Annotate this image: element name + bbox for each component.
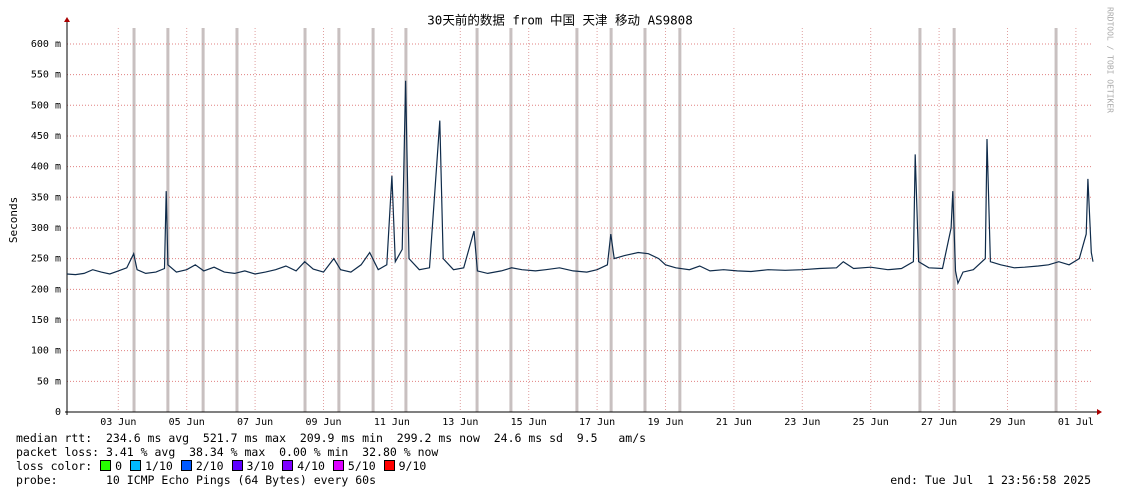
y-tick-label: 500 m (31, 100, 61, 111)
side-label: RRDTOOL / TOBI OETIKER (1106, 7, 1115, 113)
legend-label: 9/10 (398, 459, 427, 473)
x-tick-label: 13 Jun (442, 417, 478, 428)
gray-band (371, 28, 375, 412)
axis-arrow (64, 17, 70, 22)
gray-band (678, 28, 682, 412)
median-line: median rtt: 234.6 ms avg 521.7 ms max 20… (16, 431, 647, 445)
x-tick-label: 09 Jun (305, 417, 341, 428)
x-tick-label: 23 Jun (784, 417, 820, 428)
legend-swatch (100, 460, 112, 471)
y-tick-label: 200 m (31, 284, 61, 295)
gray-band (303, 28, 307, 412)
x-tick-label: 01 Jul (1058, 417, 1094, 428)
y-tick-label: 600 m (31, 39, 61, 50)
gray-band (918, 28, 922, 412)
gray-band (609, 28, 613, 412)
axis-arrow (1097, 409, 1102, 415)
x-tick-label: 05 Jun (169, 417, 205, 428)
y-tick-label: 100 m (31, 346, 61, 357)
legend-label: 1/10 (145, 459, 173, 473)
end-line: end: Tue Jul 1 23:56:58 2025 (890, 473, 1091, 487)
y-tick-label: 50 m (37, 376, 61, 387)
legend-label: 5/10 (347, 459, 376, 473)
gray-band (575, 28, 579, 412)
legend-swatch (130, 460, 142, 471)
legend-label: 3/10 (246, 459, 275, 473)
y-tick-label: 450 m (31, 131, 61, 142)
gray-band (132, 28, 136, 412)
rtt-line (66, 80, 1094, 286)
y-tick-label: 250 m (31, 254, 61, 265)
probe-line: probe: 10 ICMP Echo Pings (64 Bytes) eve… (16, 473, 377, 487)
chart-title: 30天前的数据 from 中国 天津 移动 AS9808 (427, 13, 692, 28)
x-tick-label: 21 Jun (716, 417, 752, 428)
x-tick-label: 11 Jun (374, 417, 410, 428)
x-tick-label: 27 Jun (921, 417, 957, 428)
y-tick-label: 550 m (31, 70, 61, 81)
legend-label: 4/10 (297, 459, 325, 473)
x-tick-label: 15 Jun (511, 417, 547, 428)
legend-label: 2/10 (195, 459, 224, 473)
legend-swatch (383, 460, 395, 471)
gray-band (337, 28, 341, 412)
y-tick-label: 300 m (31, 223, 61, 234)
gray-band (201, 28, 205, 412)
y-tick-label: 150 m (31, 315, 61, 326)
y-axis-label: Seconds (7, 197, 20, 243)
legend-label: 0 (115, 459, 123, 473)
gray-band (509, 28, 513, 412)
legend-swatch (231, 460, 243, 471)
gray-band (166, 28, 170, 412)
x-tick-label: 19 Jun (647, 417, 683, 428)
gray-band (1054, 28, 1058, 412)
gray-band (643, 28, 647, 412)
y-tick-label: 350 m (31, 192, 61, 203)
loss-legend: loss color: 0 1/10 2/10 3/10 4/10 5/10 9/10 (16, 459, 426, 473)
x-tick-label: 07 Jun (237, 417, 273, 428)
gray-band (235, 28, 239, 412)
y-tick-label: 0 (55, 407, 61, 418)
x-tick-label: 29 Jun (989, 417, 1025, 428)
gray-band (404, 28, 408, 412)
x-tick-label: 25 Jun (853, 417, 889, 428)
legend-swatch (180, 460, 192, 471)
x-tick-label: 03 Jun (100, 417, 136, 428)
loss-line: packet loss: 3.41 % avg 38.34 % max 0.00… (16, 445, 439, 459)
gray-band (475, 28, 479, 412)
legend-swatch (282, 460, 294, 471)
chart: 30天前的数据 from 中国 天津 移动 AS9808 Seconds RRD… (7, 7, 1115, 428)
loss-legend-label: loss color: (16, 459, 93, 473)
y-tick-label: 400 m (31, 162, 61, 173)
x-tick-label: 17 Jun (579, 417, 615, 428)
legend-swatch (332, 460, 344, 471)
